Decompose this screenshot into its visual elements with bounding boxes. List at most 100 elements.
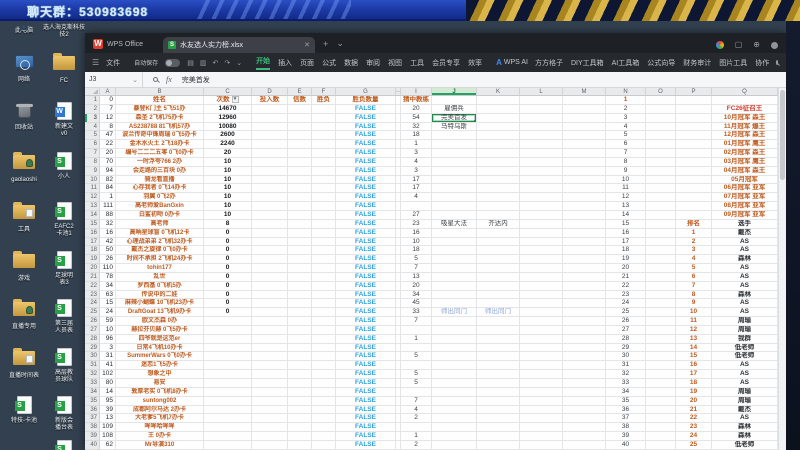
cell-B40[interactable]: Mr导演310 bbox=[116, 440, 204, 450]
ribbon-tab-插入[interactable]: 插入 bbox=[278, 59, 293, 67]
desktop-icon-file-new-doc[interactable]: W 新建文 v0 bbox=[42, 101, 86, 138]
cell-Q28[interactable]: 我群 bbox=[712, 334, 778, 344]
cell-I31[interactable] bbox=[401, 361, 432, 371]
cell-I17[interactable]: 10 bbox=[401, 237, 432, 247]
cell-F23[interactable] bbox=[312, 290, 336, 300]
cell-Q8[interactable]: 03月冠军 鹰王 bbox=[712, 157, 778, 167]
row-header-32[interactable]: 32 bbox=[85, 370, 100, 379]
cell-G36[interactable]: FALSE bbox=[336, 405, 396, 415]
cell-G25[interactable]: FALSE bbox=[336, 308, 396, 318]
cell-B19[interactable]: 时间不承担 2飞机24办卡 bbox=[116, 255, 204, 265]
cell-Q32[interactable]: AS bbox=[712, 370, 778, 379]
cell-G4[interactable]: FALSE bbox=[336, 122, 396, 132]
cell-G34[interactable]: FALSE bbox=[336, 387, 396, 397]
cell-F35[interactable] bbox=[312, 396, 336, 406]
cell-M24[interactable] bbox=[563, 299, 606, 309]
cell-K31[interactable] bbox=[477, 361, 520, 371]
plugin-tab-方方格子[interactable]: 方方格子 bbox=[534, 59, 563, 67]
row-header-26[interactable]: 26 bbox=[85, 317, 100, 326]
cell-E22[interactable] bbox=[288, 281, 312, 291]
cell-C23[interactable]: 0 bbox=[204, 290, 252, 300]
cell-H10[interactable] bbox=[396, 175, 401, 185]
column-header-P[interactable]: P bbox=[676, 88, 712, 96]
cell-P35[interactable]: 20 bbox=[676, 396, 712, 406]
cell-B10[interactable]: 骑龙看直播 bbox=[116, 175, 204, 185]
cell-D4[interactable] bbox=[252, 122, 288, 132]
cell-K32[interactable] bbox=[477, 370, 520, 379]
cell-I14[interactable]: 27 bbox=[401, 210, 432, 220]
cell-I19[interactable]: 5 bbox=[401, 255, 432, 265]
cell-D21[interactable] bbox=[252, 272, 288, 282]
cell-Q13[interactable]: 08月冠军 亚军 bbox=[712, 202, 778, 211]
cell-C11[interactable]: 10 bbox=[204, 184, 252, 194]
cell-B26[interactable]: 欧文杰森 0办 bbox=[116, 317, 204, 326]
plugin-tab-协作[interactable]: 协作 bbox=[755, 59, 770, 67]
cell-I21[interactable]: 13 bbox=[401, 272, 432, 282]
cell-J12[interactable] bbox=[432, 193, 477, 203]
cell-M11[interactable] bbox=[563, 184, 606, 194]
cell-F29[interactable] bbox=[312, 343, 336, 353]
cell-P26[interactable]: 11 bbox=[676, 317, 712, 326]
cell-M23[interactable] bbox=[563, 290, 606, 300]
cell-C9[interactable]: 10 bbox=[204, 166, 252, 176]
cell-I36[interactable]: 4 bbox=[401, 405, 432, 415]
desktop-icon-file-bottom-cut[interactable]: S bbox=[42, 439, 86, 450]
cell-L10[interactable] bbox=[520, 175, 563, 185]
cell-F38[interactable] bbox=[312, 423, 336, 433]
cell-N19[interactable]: 19 bbox=[606, 255, 646, 265]
cell-J2[interactable]: 雇佣兵 bbox=[432, 104, 477, 114]
cell-C26[interactable] bbox=[204, 317, 252, 326]
cell-A19[interactable]: 26 bbox=[100, 255, 116, 265]
cell-L3[interactable] bbox=[520, 113, 563, 123]
cell-H27[interactable] bbox=[396, 325, 401, 335]
cell-B20[interactable]: tohin177 bbox=[116, 264, 204, 273]
cell-G30[interactable]: FALSE bbox=[336, 352, 396, 362]
cell-D15[interactable] bbox=[252, 219, 288, 229]
tab-close-icon[interactable]: ✕ bbox=[304, 42, 311, 49]
cell-B36[interactable]: 成都阿尔马达 2办卡 bbox=[116, 405, 204, 415]
cell-A28[interactable]: 96 bbox=[100, 334, 116, 344]
row-header-29[interactable]: 29 bbox=[85, 343, 100, 353]
cell-Q35[interactable]: 周瑜 bbox=[712, 396, 778, 406]
cell-O20[interactable] bbox=[646, 264, 676, 273]
cell-P17[interactable]: 2 bbox=[676, 237, 712, 247]
cell-K13[interactable] bbox=[477, 202, 520, 211]
cell-E16[interactable] bbox=[288, 228, 312, 238]
cell-A24[interactable]: 15 bbox=[100, 299, 116, 309]
cell-Q11[interactable]: 06月冠军 亚军 bbox=[712, 184, 778, 194]
cell-G5[interactable]: FALSE bbox=[336, 131, 396, 141]
cell-K6[interactable] bbox=[477, 140, 520, 150]
cell-K39[interactable] bbox=[477, 432, 520, 441]
cell-B18[interactable]: 戴杰之旋律 0飞0办卡 bbox=[116, 246, 204, 256]
cell-I11[interactable]: 17 bbox=[401, 184, 432, 194]
cell-J39[interactable] bbox=[432, 432, 477, 441]
cell-K37[interactable] bbox=[477, 414, 520, 424]
cell-L4[interactable] bbox=[520, 122, 563, 132]
more-icon[interactable]: ⌄ bbox=[236, 59, 243, 67]
cell-C24[interactable]: 0 bbox=[204, 299, 252, 309]
cell-P39[interactable]: 24 bbox=[676, 432, 712, 441]
cell-H26[interactable] bbox=[396, 317, 401, 326]
row-header-5[interactable]: 5 bbox=[85, 131, 100, 141]
cell-J35[interactable] bbox=[432, 396, 477, 406]
cell-E4[interactable] bbox=[288, 122, 312, 132]
cell-P28[interactable]: 13 bbox=[676, 334, 712, 344]
cell-F37[interactable] bbox=[312, 414, 336, 424]
cell-H23[interactable] bbox=[396, 290, 401, 300]
row-header-28[interactable]: 28 bbox=[85, 334, 100, 344]
cell-P38[interactable]: 23 bbox=[676, 423, 712, 433]
cell-A14[interactable]: 88 bbox=[100, 210, 116, 220]
cell-Q18[interactable]: AS bbox=[712, 246, 778, 256]
cell-J30[interactable] bbox=[432, 352, 477, 362]
cell-K19[interactable] bbox=[477, 255, 520, 265]
cell-O18[interactable] bbox=[646, 246, 676, 256]
row-header-7[interactable]: 7 bbox=[85, 149, 100, 158]
cell-H16[interactable] bbox=[396, 228, 401, 238]
cell-C28[interactable] bbox=[204, 334, 252, 344]
cell-I20[interactable]: 7 bbox=[401, 264, 432, 273]
plugin-tab-公式向导[interactable]: 公式向导 bbox=[647, 59, 676, 67]
row-header-20[interactable]: 20 bbox=[85, 264, 100, 273]
cell-H3[interactable] bbox=[396, 113, 401, 123]
cell-H11[interactable] bbox=[396, 184, 401, 194]
cell-J11[interactable] bbox=[432, 184, 477, 194]
